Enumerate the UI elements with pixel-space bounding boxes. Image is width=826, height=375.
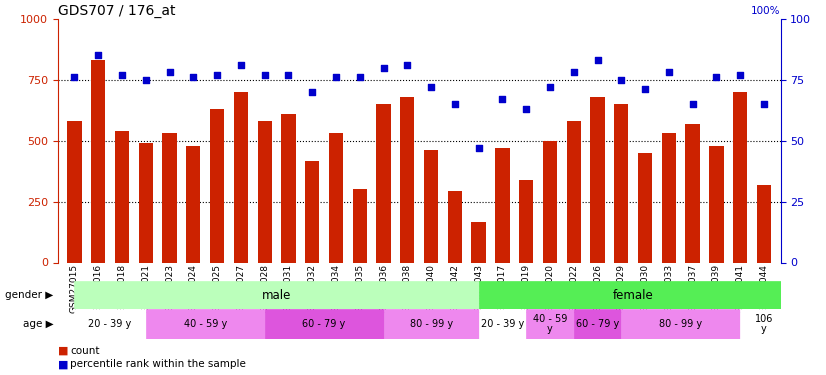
Bar xyxy=(733,92,748,262)
Text: 106
y: 106 y xyxy=(755,314,773,334)
Bar xyxy=(740,309,788,339)
Point xyxy=(567,69,581,75)
Text: 40 - 59 y: 40 - 59 y xyxy=(183,320,227,329)
Text: 80 - 99 y: 80 - 99 y xyxy=(659,320,702,329)
Bar xyxy=(543,141,557,262)
Point xyxy=(139,77,152,83)
Point xyxy=(425,84,438,90)
Bar xyxy=(424,150,439,262)
Bar xyxy=(662,134,676,262)
Point xyxy=(520,106,533,112)
Bar xyxy=(526,309,574,339)
Point xyxy=(68,74,81,80)
Text: 100%: 100% xyxy=(751,6,781,16)
Bar xyxy=(574,309,621,339)
Bar xyxy=(353,189,367,262)
Point xyxy=(710,74,723,80)
Text: 60 - 79 y: 60 - 79 y xyxy=(302,320,346,329)
Point xyxy=(258,72,271,78)
Bar xyxy=(163,134,177,262)
Text: 60 - 79 y: 60 - 79 y xyxy=(576,320,620,329)
Point xyxy=(282,72,295,78)
Bar xyxy=(91,60,106,262)
Bar xyxy=(710,146,724,262)
Bar xyxy=(686,124,700,262)
Point xyxy=(306,89,319,95)
Point xyxy=(92,53,105,58)
Text: 80 - 99 y: 80 - 99 y xyxy=(410,320,453,329)
Text: percentile rank within the sample: percentile rank within the sample xyxy=(70,359,246,369)
Bar xyxy=(258,121,272,262)
Bar xyxy=(186,146,201,262)
Text: female: female xyxy=(613,289,653,302)
Point xyxy=(163,69,176,75)
Bar xyxy=(472,222,486,262)
Bar xyxy=(448,190,462,262)
Text: ■: ■ xyxy=(58,359,69,369)
Point xyxy=(472,145,485,151)
Bar xyxy=(377,104,391,262)
Bar xyxy=(757,184,771,262)
Text: 40 - 59
y: 40 - 59 y xyxy=(533,314,567,334)
Point xyxy=(686,101,700,107)
Bar xyxy=(68,121,82,262)
Bar xyxy=(519,180,534,262)
Bar xyxy=(145,309,264,339)
Point xyxy=(638,87,652,93)
Bar xyxy=(496,148,510,262)
Bar xyxy=(638,153,653,262)
Text: gender ▶: gender ▶ xyxy=(6,290,54,300)
Bar xyxy=(615,104,629,262)
Point xyxy=(116,72,129,78)
Bar xyxy=(74,309,145,339)
Text: male: male xyxy=(262,289,292,302)
Point xyxy=(235,62,248,68)
Bar xyxy=(621,309,740,339)
Point xyxy=(662,69,676,75)
Bar xyxy=(591,97,605,262)
Point xyxy=(401,62,414,68)
Bar xyxy=(478,309,526,339)
Point xyxy=(354,74,367,80)
Point xyxy=(496,96,509,102)
Point xyxy=(591,57,604,63)
Bar xyxy=(478,281,788,309)
Point xyxy=(615,77,628,83)
Text: 20 - 39 y: 20 - 39 y xyxy=(481,320,524,329)
Point xyxy=(330,74,343,80)
Point xyxy=(544,84,557,90)
Text: ■: ■ xyxy=(58,345,69,355)
Point xyxy=(377,64,390,70)
Bar xyxy=(400,97,415,262)
Bar xyxy=(329,134,343,262)
Bar xyxy=(234,92,248,262)
Point xyxy=(211,72,224,78)
Point xyxy=(187,74,200,80)
Text: count: count xyxy=(70,345,100,355)
Bar xyxy=(305,161,320,262)
Bar xyxy=(210,109,224,262)
Bar xyxy=(115,131,129,262)
Bar xyxy=(383,309,478,339)
Point xyxy=(449,101,462,107)
Bar xyxy=(264,309,383,339)
Bar xyxy=(139,143,153,262)
Text: 20 - 39 y: 20 - 39 y xyxy=(88,320,132,329)
Bar xyxy=(282,114,296,262)
Bar xyxy=(74,281,478,309)
Text: GDS707 / 176_at: GDS707 / 176_at xyxy=(58,4,175,18)
Bar xyxy=(567,121,581,262)
Point xyxy=(757,101,771,107)
Point xyxy=(733,72,747,78)
Text: age ▶: age ▶ xyxy=(23,320,54,329)
